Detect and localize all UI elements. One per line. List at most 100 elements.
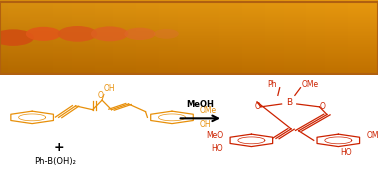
- Bar: [64, 0, 68, 75]
- Bar: [0, 68, 378, 69]
- Bar: [87, 0, 91, 75]
- Bar: [0, 49, 378, 50]
- Bar: [129, 0, 132, 75]
- Bar: [204, 0, 208, 75]
- Bar: [0, 74, 378, 75]
- Bar: [0, 26, 378, 27]
- Bar: [0, 58, 378, 59]
- Bar: [0, 12, 378, 13]
- Bar: [113, 0, 117, 75]
- Bar: [136, 0, 140, 75]
- Bar: [0, 11, 378, 12]
- Bar: [0, 7, 378, 8]
- Bar: [227, 0, 231, 75]
- Text: +: +: [53, 141, 64, 154]
- Text: OMe: OMe: [200, 106, 217, 115]
- Bar: [159, 0, 163, 75]
- Text: O: O: [97, 91, 103, 100]
- Bar: [0, 15, 378, 16]
- Bar: [0, 36, 378, 37]
- Bar: [0, 2, 378, 3]
- Bar: [0, 0, 378, 1]
- Bar: [318, 0, 321, 75]
- Bar: [76, 0, 79, 75]
- Bar: [0, 33, 378, 34]
- Text: Ph: Ph: [267, 80, 277, 89]
- Bar: [0, 61, 378, 62]
- Bar: [144, 0, 147, 75]
- Bar: [0, 54, 378, 55]
- Bar: [94, 0, 98, 75]
- Bar: [174, 0, 178, 75]
- Ellipse shape: [124, 28, 155, 40]
- Ellipse shape: [0, 29, 34, 46]
- Bar: [352, 0, 355, 75]
- Bar: [238, 0, 242, 75]
- Bar: [0, 18, 378, 19]
- Text: HO: HO: [211, 144, 223, 154]
- Bar: [34, 0, 38, 75]
- Bar: [30, 0, 34, 75]
- Bar: [72, 0, 76, 75]
- Bar: [336, 0, 340, 75]
- Bar: [197, 0, 200, 75]
- Bar: [0, 39, 378, 40]
- Bar: [310, 0, 314, 75]
- Bar: [280, 0, 284, 75]
- Bar: [0, 50, 378, 51]
- Bar: [0, 38, 378, 39]
- Bar: [242, 0, 246, 75]
- Text: MeOH: MeOH: [186, 100, 214, 109]
- Bar: [0, 41, 378, 42]
- Bar: [15, 0, 19, 75]
- Bar: [0, 44, 378, 45]
- Bar: [231, 0, 234, 75]
- Ellipse shape: [26, 27, 61, 41]
- Bar: [57, 0, 60, 75]
- Bar: [321, 0, 325, 75]
- Text: OH: OH: [104, 84, 116, 93]
- Bar: [102, 0, 106, 75]
- Bar: [0, 10, 378, 11]
- Bar: [200, 0, 204, 75]
- Bar: [302, 0, 306, 75]
- Bar: [26, 0, 30, 75]
- Bar: [0, 13, 378, 14]
- Bar: [348, 0, 352, 75]
- Bar: [0, 31, 378, 32]
- Bar: [0, 17, 378, 18]
- Bar: [155, 0, 159, 75]
- Bar: [0, 65, 378, 66]
- Bar: [234, 0, 238, 75]
- Bar: [79, 0, 83, 75]
- Bar: [0, 3, 378, 4]
- Bar: [0, 67, 378, 68]
- Bar: [38, 0, 42, 75]
- Bar: [42, 0, 45, 75]
- Bar: [276, 0, 280, 75]
- Bar: [344, 0, 348, 75]
- Bar: [0, 34, 378, 35]
- Bar: [185, 0, 189, 75]
- Bar: [291, 0, 295, 75]
- Bar: [0, 25, 378, 26]
- Bar: [132, 0, 136, 75]
- Bar: [0, 6, 378, 7]
- Bar: [0, 53, 378, 54]
- Bar: [0, 5, 378, 6]
- Bar: [0, 64, 378, 65]
- Text: O: O: [319, 102, 325, 111]
- Bar: [163, 0, 166, 75]
- Bar: [284, 0, 287, 75]
- Bar: [299, 0, 302, 75]
- Bar: [0, 71, 378, 72]
- Bar: [295, 0, 299, 75]
- Bar: [0, 21, 378, 22]
- Bar: [0, 46, 378, 47]
- Bar: [306, 0, 310, 75]
- Bar: [0, 59, 378, 60]
- Bar: [0, 9, 378, 10]
- Text: OH: OH: [200, 120, 211, 129]
- Bar: [212, 0, 215, 75]
- Bar: [49, 0, 53, 75]
